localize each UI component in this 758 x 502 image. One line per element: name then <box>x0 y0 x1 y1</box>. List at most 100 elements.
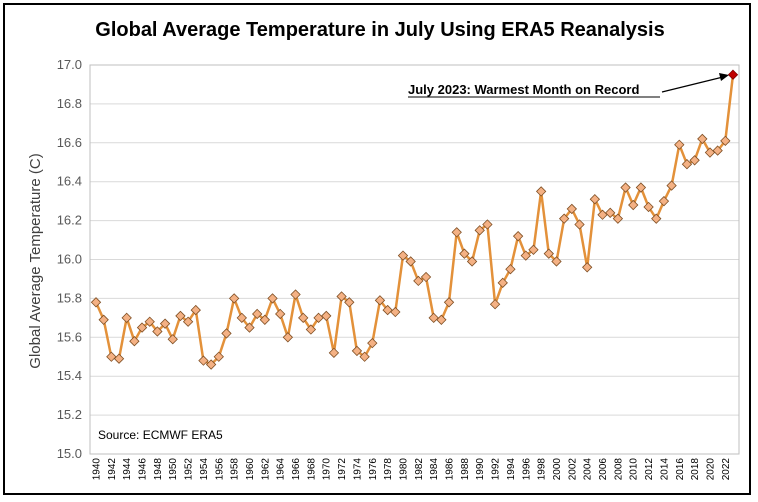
data-point <box>190 304 201 316</box>
data-point <box>489 299 501 310</box>
data-point <box>290 289 301 300</box>
data-point <box>90 297 102 308</box>
data-point <box>367 337 378 349</box>
data-point <box>182 316 194 327</box>
x-tick-label: 1988 <box>460 458 471 481</box>
x-tick-label: 2008 <box>613 458 624 481</box>
y-tick-label: 15.0 <box>57 446 82 461</box>
data-point-2023-highlight <box>727 69 739 80</box>
data-point <box>466 256 478 267</box>
x-tick-label: 2020 <box>705 458 716 481</box>
data-point <box>121 312 132 324</box>
data-point <box>374 295 386 306</box>
x-tick-label: 1954 <box>199 458 210 481</box>
annotation-text: July 2023: Warmest Month on Record <box>408 82 639 97</box>
data-point <box>106 351 117 362</box>
data-point <box>428 312 439 324</box>
data-point <box>413 275 424 287</box>
data-point <box>697 133 708 145</box>
data-point <box>144 316 155 327</box>
data-point <box>535 186 547 197</box>
x-tick-label: 1966 <box>291 458 302 481</box>
data-point <box>505 264 516 275</box>
data-point <box>497 277 508 289</box>
y-tick-label: 16.6 <box>57 135 82 150</box>
x-tick-label: 1968 <box>306 458 317 481</box>
x-tick-label: 1958 <box>230 458 241 481</box>
annotation-arrowhead <box>719 73 729 81</box>
data-point <box>658 195 670 207</box>
data-point <box>136 322 148 333</box>
x-tick-label: 1946 <box>138 458 149 481</box>
y-tick-label: 15.6 <box>57 329 82 344</box>
data-point <box>221 328 232 339</box>
x-tick-label: 1982 <box>414 458 425 481</box>
x-tick-label: 1998 <box>537 458 548 481</box>
data-point <box>159 318 171 329</box>
data-point <box>712 145 723 156</box>
data-point <box>628 199 639 211</box>
x-tick-label: 1996 <box>521 458 532 481</box>
data-point <box>420 271 432 283</box>
data-point <box>558 213 570 224</box>
source-note: Source: ECMWF ERA5 <box>98 428 223 442</box>
data-point <box>167 334 178 345</box>
data-point <box>566 203 577 215</box>
x-tick-label: 1990 <box>475 458 486 481</box>
data-point <box>551 256 562 267</box>
data-point <box>482 219 493 230</box>
data-point <box>205 359 217 370</box>
data-point <box>382 304 393 316</box>
data-point <box>666 180 677 191</box>
data-point <box>267 293 278 304</box>
data-markers <box>90 69 739 370</box>
chart-frame: Global Average Temperature in July Using… <box>3 3 751 495</box>
data-point <box>175 310 186 322</box>
data-point <box>252 308 263 320</box>
data-point <box>681 159 693 170</box>
data-point <box>443 297 455 308</box>
x-tick-label: 1940 <box>92 458 103 481</box>
x-tick-label: 2010 <box>629 458 640 481</box>
x-tick-label: 1984 <box>429 458 440 481</box>
x-tick-label: 1978 <box>383 458 394 481</box>
x-tick-label: 1950 <box>168 458 179 481</box>
data-point <box>543 248 554 259</box>
x-tick-label: 2022 <box>721 458 732 481</box>
data-point <box>528 244 539 255</box>
data-point <box>459 248 470 259</box>
chart-title: Global Average Temperature in July Using… <box>95 19 664 41</box>
x-tick-label: 1952 <box>184 458 195 481</box>
x-tick-label: 1986 <box>445 458 456 481</box>
data-point <box>305 324 317 335</box>
x-tick-label: 1956 <box>214 458 225 481</box>
data-point <box>275 308 286 320</box>
data-point <box>512 230 524 242</box>
data-point <box>597 209 608 220</box>
y-tick-label: 15.8 <box>57 290 82 305</box>
x-tick-label: 1970 <box>322 458 333 481</box>
x-tick-label: 2016 <box>675 458 686 481</box>
data-point <box>720 135 731 147</box>
data-point <box>520 250 531 261</box>
x-tick-label: 2000 <box>552 458 563 481</box>
data-point <box>397 250 409 261</box>
x-tick-label: 2004 <box>583 458 594 481</box>
data-point <box>436 314 447 325</box>
data-point <box>451 227 462 238</box>
data-point <box>198 355 209 366</box>
x-tick-label: 2018 <box>690 458 701 481</box>
data-point <box>643 201 654 213</box>
y-tick-label: 17.0 <box>57 57 82 72</box>
x-tick-label: 1964 <box>276 458 287 481</box>
y-axis-ticks: 15.0 15.2 15.4 15.6 15.8 16.0 16.2 16.4 16.6 16.8… <box>57 57 82 461</box>
data-point <box>635 182 647 193</box>
x-tick-label: 1992 <box>491 458 502 481</box>
data-point <box>98 314 109 325</box>
x-tick-label: 1962 <box>260 458 271 481</box>
x-tick-label: 1944 <box>122 458 133 481</box>
data-point <box>152 326 163 337</box>
x-axis-ticks: 1940 1942 1944 1946 1948 1950 1952 1954 1956 1958… <box>92 458 732 481</box>
x-tick-label: 2014 <box>659 458 670 481</box>
y-tick-label: 16.4 <box>57 174 82 189</box>
